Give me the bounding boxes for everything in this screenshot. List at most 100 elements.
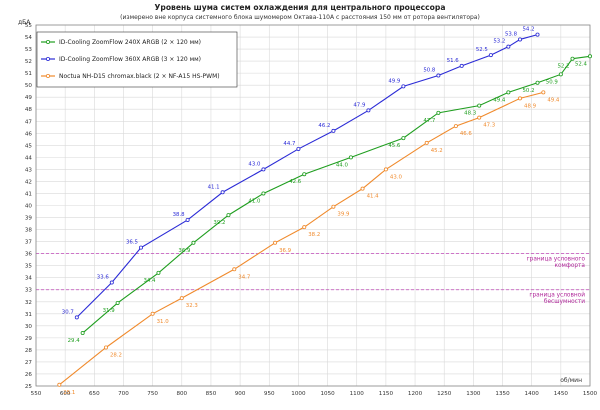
data-label: 42.6 [289, 179, 302, 185]
data-point [273, 240, 278, 245]
data-point [541, 90, 546, 95]
y-tick-label: 36 [25, 252, 33, 258]
x-tick-label: 1200 [408, 391, 423, 397]
x-tick-label: 1100 [350, 391, 365, 397]
data-point [488, 53, 493, 58]
data-point [436, 73, 441, 78]
x-tick-label: 1450 [554, 391, 569, 397]
y-tick-label: 27 [25, 360, 33, 366]
data-label: 53.2 [493, 39, 505, 45]
y-tick-label: 29 [25, 336, 33, 342]
x-tick-label: 800 [176, 391, 187, 397]
data-point [506, 44, 511, 49]
data-point [383, 167, 388, 172]
x-tick-label: 1000 [291, 391, 306, 397]
data-point [226, 213, 231, 218]
data-label: 52.4 [575, 61, 588, 67]
y-tick-label: 31 [25, 312, 33, 318]
data-point [74, 315, 79, 320]
data-label: 33.6 [97, 275, 110, 281]
data-label: 50.9 [546, 79, 559, 85]
legend-swatch-marker [46, 40, 51, 45]
data-label: 41.4 [367, 194, 380, 200]
reference-label: граница условной [529, 292, 585, 299]
data-point [453, 124, 458, 129]
series-line [82, 55, 591, 334]
y-tick-label: 51 [25, 71, 33, 77]
x-tick-label: 950 [264, 391, 275, 397]
y-tick-label: 40 [25, 204, 33, 210]
data-label: 41.1 [208, 184, 220, 190]
data-point [459, 63, 464, 68]
data-point [588, 54, 593, 59]
data-point [261, 167, 266, 172]
x-tick-label: 1300 [466, 391, 481, 397]
data-label: 31.0 [157, 319, 170, 325]
data-point [302, 225, 307, 230]
y-tick-label: 53 [25, 47, 33, 53]
y-tick-label: 45 [25, 143, 33, 149]
data-label: 49.4 [493, 97, 506, 103]
data-label: 46.2 [318, 123, 330, 129]
y-tick-label: 54 [25, 35, 33, 41]
data-point [261, 191, 266, 196]
y-tick-label: 33 [25, 288, 33, 294]
data-point [179, 296, 184, 301]
data-point [535, 80, 540, 85]
y-tick-label: 49 [25, 95, 33, 101]
data-label: 29.4 [68, 338, 81, 344]
data-label: 52.2 [557, 64, 569, 70]
data-point [401, 136, 406, 141]
y-tick-label: 41 [25, 191, 33, 197]
x-tick-label: 1150 [379, 391, 394, 397]
data-label: 51.6 [447, 58, 460, 64]
data-point [191, 240, 196, 245]
data-label: 25.1 [63, 390, 75, 396]
y-tick-label: 28 [25, 348, 33, 354]
data-label: 52.5 [476, 47, 488, 53]
legend-entry: Noctua NH-D15 chromax.black (2 × NF-A15 … [59, 73, 220, 80]
x-axis-unit: об/мин [560, 377, 582, 384]
legend-entry: ID-Cooling ZoomFlow 360X ARGB (3 × 120 м… [59, 56, 201, 63]
data-point [185, 217, 190, 222]
y-tick-label: 32 [25, 300, 32, 306]
data-point [331, 204, 336, 209]
data-label: 36.9 [178, 248, 191, 254]
data-label: 32.3 [186, 303, 198, 309]
y-tick-label: 35 [25, 264, 33, 270]
data-label: 54.2 [523, 27, 535, 33]
data-point [348, 155, 353, 160]
x-tick-label: 850 [206, 391, 217, 397]
data-label: 39.9 [337, 212, 350, 218]
y-tick-label: 48 [25, 107, 33, 113]
data-label: 45.6 [388, 143, 401, 149]
data-point [80, 331, 85, 336]
data-point [232, 267, 237, 272]
x-tick-label: 1400 [525, 391, 540, 397]
data-point [109, 280, 114, 285]
data-point [366, 108, 371, 113]
data-label: 39.2 [213, 220, 225, 226]
data-label: 46.6 [460, 131, 473, 137]
y-tick-label: 26 [25, 372, 33, 378]
data-point [506, 90, 511, 95]
data-label: 38.8 [173, 212, 186, 218]
data-point [115, 300, 120, 305]
y-tick-label: 52 [25, 59, 32, 65]
legend-swatch-marker [46, 74, 51, 79]
x-tick-label: 1350 [495, 391, 510, 397]
data-labels: 29.4 31.9 34.4 36.9 39.2 41.0 42.6 44.0 45.6 47.7… [62, 27, 588, 396]
data-point [302, 172, 307, 177]
y-tick-label: 43 [25, 167, 33, 173]
y-tick-label: 55 [25, 23, 33, 29]
y-tick-label: 42 [25, 179, 32, 185]
x-tick-label: 750 [147, 391, 158, 397]
y-tick-label: 50 [25, 83, 33, 89]
y-axis-unit: дБА [18, 19, 31, 26]
data-point [138, 245, 143, 250]
x-tick-label: 1250 [437, 391, 452, 397]
data-point [558, 72, 563, 77]
data-label: 36.5 [126, 240, 138, 246]
